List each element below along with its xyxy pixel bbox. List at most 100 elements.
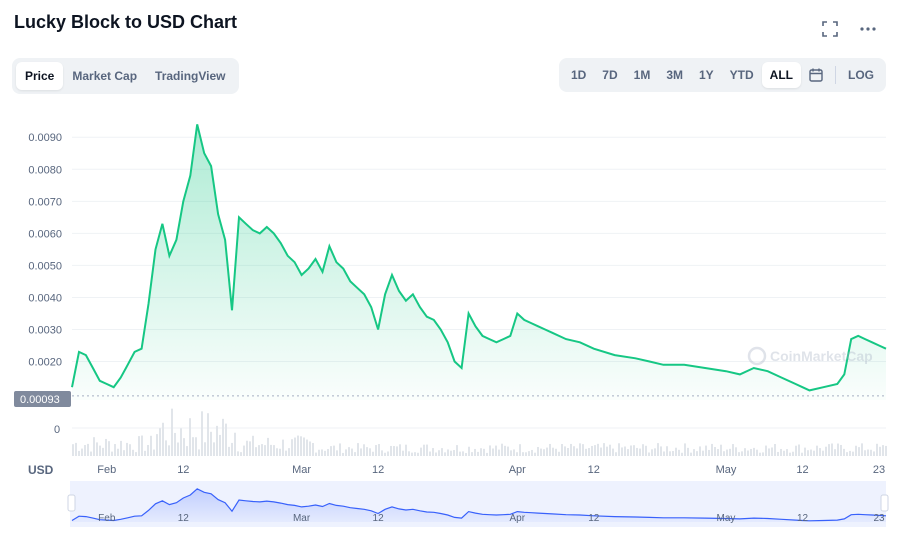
volume-bar <box>468 446 470 456</box>
volume-bar <box>882 445 884 456</box>
tab-tradingview[interactable]: TradingView <box>155 69 226 83</box>
volume-bar <box>132 449 134 456</box>
volume-bar <box>633 445 635 456</box>
volume-bar <box>138 436 140 456</box>
volume-bar <box>756 449 758 456</box>
volume-bar <box>495 445 497 456</box>
y-tick-label: 0.0080 <box>28 164 62 176</box>
volume-bar <box>462 451 464 456</box>
volume-bar <box>372 451 374 456</box>
volume-bar <box>312 443 314 456</box>
volume-bar <box>639 448 641 456</box>
volume-bar <box>699 446 701 456</box>
y-tick-label: 0.0070 <box>28 196 62 208</box>
volume-bar <box>456 445 458 456</box>
volume-bar <box>162 422 164 456</box>
volume-bar <box>507 446 509 456</box>
volume-bar <box>297 435 299 456</box>
volume-bar <box>810 449 812 456</box>
volume-bar <box>816 445 818 456</box>
volume-bar <box>849 450 851 456</box>
volume-bar <box>486 452 488 456</box>
volume-bar <box>636 447 638 456</box>
volume-bar <box>123 450 125 456</box>
volume-bar <box>408 451 410 456</box>
fullscreen-icon[interactable] <box>821 20 839 38</box>
range-3m-button[interactable]: 3M <box>666 68 683 82</box>
volume-bar <box>438 450 440 456</box>
volume-bar <box>228 446 230 456</box>
volume-bar <box>603 443 605 456</box>
volume-bar <box>531 449 533 456</box>
volume-bar <box>165 440 167 456</box>
volume-bar <box>537 446 539 456</box>
volume-bar <box>678 449 680 456</box>
range-7d-button[interactable]: 7D <box>602 68 618 82</box>
volume-bar <box>324 450 326 456</box>
tab-price[interactable]: Price <box>16 62 64 90</box>
range-ytd-button[interactable]: YTD <box>729 68 754 82</box>
volume-bar <box>240 452 242 456</box>
volume-bar <box>786 449 788 456</box>
volume-bar <box>237 451 239 456</box>
volume-bar <box>351 448 353 456</box>
volume-bar <box>474 448 476 456</box>
volume-bar <box>465 452 467 456</box>
volume-bar <box>411 452 413 456</box>
volume-bar <box>198 449 200 456</box>
volume-bar <box>492 448 494 456</box>
log-scale-toggle[interactable]: LOG <box>848 68 874 82</box>
volume-bar <box>369 448 371 456</box>
volume-bar <box>135 452 137 456</box>
navigator-right-handle[interactable] <box>880 494 889 512</box>
range-1m-button[interactable]: 1M <box>633 68 651 82</box>
volume-bar <box>870 449 872 456</box>
volume-bar <box>546 447 548 456</box>
volume-bar <box>300 436 302 456</box>
navigator-line <box>71 488 887 522</box>
more-icon[interactable] <box>859 20 877 38</box>
navigator-left-handle[interactable] <box>67 494 76 512</box>
volume-bar <box>144 450 146 456</box>
range-1d-button[interactable]: 1D <box>570 68 587 82</box>
volume-bar <box>831 443 833 456</box>
volume-bar <box>243 445 245 456</box>
volume-bar <box>282 439 284 456</box>
volume-bar <box>78 450 80 456</box>
navigator-tick-label: 12 <box>797 513 809 524</box>
range-all-button[interactable]: ALL <box>761 62 801 88</box>
x-tick-label: Mar <box>292 464 311 476</box>
x-tick-label: 12 <box>177 464 189 476</box>
range-1y-button[interactable]: 1Y <box>698 68 714 82</box>
volume-bar <box>348 447 350 456</box>
volume-bar <box>120 440 122 456</box>
calendar-icon[interactable] <box>801 62 831 88</box>
volume-bar <box>594 445 596 456</box>
volume-axis-label: 0 <box>54 424 60 436</box>
volume-bar <box>762 452 764 456</box>
volume-bar <box>672 450 674 456</box>
volume-bar <box>858 447 860 456</box>
volume-bar <box>219 434 221 456</box>
navigator-tick-label: 12 <box>373 513 385 524</box>
volume-bar <box>360 448 362 456</box>
volume-bar <box>117 448 119 456</box>
volume-bar <box>609 444 611 456</box>
volume-bar <box>795 445 797 456</box>
volume-bar <box>513 449 515 456</box>
volume-bar <box>168 445 170 456</box>
navigator-range[interactable] <box>70 481 886 527</box>
x-tick-label: Apr <box>509 464 526 476</box>
volume-bar <box>792 451 794 456</box>
volume-bar <box>450 450 452 456</box>
volume-bar <box>684 443 686 456</box>
volume-bar <box>777 451 779 456</box>
volume-bar <box>642 444 644 456</box>
volume-bar <box>90 451 92 456</box>
x-tick-label: 23 <box>873 464 885 476</box>
volume-bar <box>210 431 212 456</box>
tab-market-cap[interactable]: Market Cap <box>72 69 138 83</box>
volume-bar <box>483 448 485 456</box>
volume-bar <box>711 443 713 456</box>
navigator-tick-label: Mar <box>293 513 311 524</box>
